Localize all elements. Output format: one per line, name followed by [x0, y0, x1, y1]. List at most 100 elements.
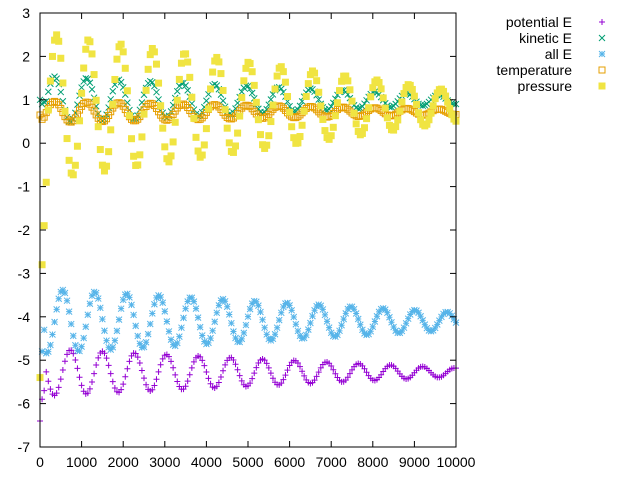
data-point	[136, 360, 143, 367]
data-point	[99, 315, 106, 323]
legend-label: all E	[545, 46, 572, 62]
data-point	[406, 311, 414, 318]
data-point	[396, 107, 404, 115]
data-point	[406, 105, 414, 113]
data-point	[344, 105, 352, 113]
data-point	[319, 306, 327, 313]
data-point	[205, 375, 212, 382]
data-point	[344, 374, 351, 381]
y-tick-label: -6	[18, 396, 31, 412]
data-point	[163, 318, 171, 325]
data-point	[44, 106, 52, 114]
data-point	[73, 142, 81, 150]
data-point	[146, 320, 154, 328]
data-point	[246, 60, 254, 68]
data-point	[359, 326, 366, 334]
data-point	[329, 123, 337, 131]
data-point	[190, 114, 198, 122]
y-tick-label: -2	[18, 222, 31, 238]
data-point	[38, 348, 46, 355]
data-point	[184, 378, 191, 385]
data-point	[221, 106, 229, 114]
data-point	[288, 123, 296, 131]
data-point	[138, 133, 146, 141]
data-point	[271, 85, 279, 93]
data-point	[117, 305, 125, 313]
data-point	[173, 339, 181, 347]
data-point	[174, 378, 181, 385]
data-point	[209, 327, 216, 335]
data-point	[379, 94, 387, 102]
data-point	[232, 334, 239, 342]
legend-label: temperature	[497, 62, 573, 78]
data-point	[379, 304, 387, 312]
legend-marker	[598, 82, 606, 90]
data-point	[246, 305, 254, 313]
data-point	[198, 114, 206, 122]
data-point	[348, 97, 356, 105]
data-point	[159, 124, 167, 132]
y-tick-label: 0	[22, 135, 30, 151]
data-point	[80, 64, 88, 72]
data-point	[59, 79, 67, 87]
data-point	[107, 108, 115, 116]
data-point	[84, 311, 92, 319]
data-point	[248, 89, 256, 97]
data-point	[410, 92, 418, 100]
legend-marker	[598, 50, 606, 58]
data-point	[100, 117, 108, 125]
data-point	[261, 108, 268, 116]
data-point	[73, 110, 81, 118]
data-point	[161, 143, 169, 151]
data-point	[225, 311, 233, 318]
data-point	[38, 261, 46, 269]
x-tick-label: 9000	[399, 454, 430, 470]
data-point	[200, 141, 208, 149]
data-point	[346, 370, 353, 377]
data-point	[67, 320, 75, 328]
data-point	[136, 151, 144, 159]
data-point	[352, 310, 360, 317]
data-point	[84, 390, 91, 397]
data-point	[298, 121, 306, 129]
data-point	[188, 294, 196, 302]
data-point	[311, 377, 318, 384]
data-point	[306, 71, 314, 79]
data-point	[450, 315, 458, 323]
data-point	[78, 89, 86, 97]
data-point	[157, 102, 165, 110]
legend-marker	[599, 19, 605, 25]
data-point	[265, 364, 272, 371]
data-point	[121, 64, 129, 72]
data-point	[148, 100, 156, 108]
x-tick-label: 5000	[232, 454, 263, 470]
data-point	[253, 364, 260, 371]
data-point	[69, 171, 77, 179]
data-point	[140, 110, 148, 118]
data-point	[69, 332, 77, 340]
data-point	[242, 321, 250, 329]
data-point	[277, 63, 285, 71]
data-point	[378, 371, 385, 378]
data-point	[53, 31, 61, 39]
data-point	[117, 100, 125, 108]
data-point	[361, 365, 368, 372]
data-point	[192, 133, 200, 141]
data-point	[134, 332, 142, 340]
data-point	[294, 360, 301, 367]
data-point	[182, 82, 189, 89]
data-point	[93, 362, 100, 369]
data-point	[86, 38, 94, 46]
data-point	[371, 318, 379, 325]
data-point	[55, 384, 62, 391]
data-point	[196, 112, 204, 119]
data-point	[53, 306, 60, 313]
data-point	[169, 138, 177, 146]
data-point	[144, 65, 152, 73]
data-point	[388, 318, 395, 326]
data-point	[398, 327, 406, 335]
data-point	[336, 87, 344, 95]
data-point	[109, 378, 116, 385]
legend-label: potential E	[506, 14, 572, 30]
data-point	[89, 378, 95, 385]
